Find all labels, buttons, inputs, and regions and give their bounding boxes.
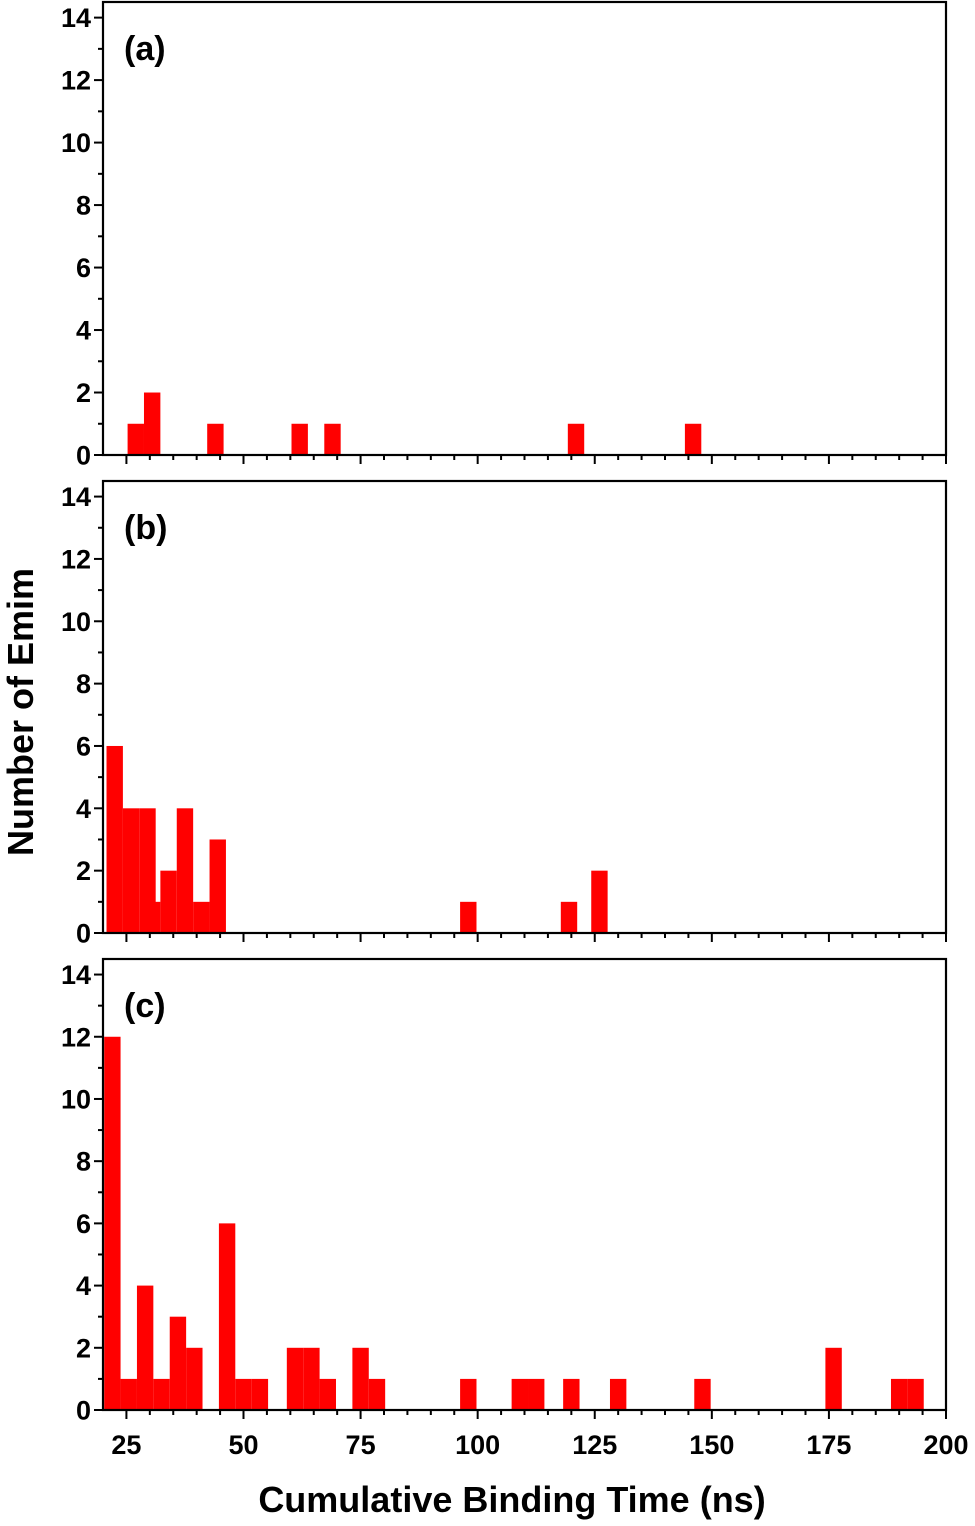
y-tick-label: 14 xyxy=(61,482,91,512)
histogram-bar xyxy=(153,1378,170,1410)
y-tick-label: 2 xyxy=(76,378,91,408)
histogram-bar xyxy=(136,1285,154,1410)
histogram-bar xyxy=(106,745,123,933)
y-tick-label: 2 xyxy=(76,1333,91,1363)
y-tick-label: 0 xyxy=(76,919,91,949)
histogram-bar xyxy=(127,423,144,455)
x-axis-title: Cumulative Binding Time (ns) xyxy=(258,1479,765,1520)
histogram-bar xyxy=(560,901,578,933)
histogram-bar xyxy=(207,423,224,455)
panel-1: 0 2 4 6 8 10 12 14 (a) xyxy=(61,0,948,471)
panel-label: (c) xyxy=(124,987,166,1025)
plot-frame xyxy=(101,479,948,935)
histogram-bar xyxy=(160,870,177,933)
y-tick-label: 10 xyxy=(61,1084,91,1114)
x-tick-label: 200 xyxy=(923,1430,968,1460)
histogram-bar xyxy=(368,1378,386,1410)
y-tick-label: 0 xyxy=(76,441,91,471)
histogram-bar xyxy=(684,423,702,455)
y-tick-label: 14 xyxy=(61,960,91,990)
panel-2: 0 2 4 6 8 10 12 14 (b) xyxy=(61,479,948,949)
panel-label: (a) xyxy=(124,30,166,68)
histogram-bar xyxy=(122,808,140,933)
histogram-bar xyxy=(235,1378,252,1410)
histogram-bar xyxy=(169,1316,187,1410)
y-tick-label: 12 xyxy=(61,544,91,574)
y-tick-label: 2 xyxy=(76,856,91,886)
histogram-bar xyxy=(352,1347,369,1410)
y-tick-label: 0 xyxy=(76,1396,91,1426)
y-tick-label: 4 xyxy=(76,316,91,346)
histogram-bar xyxy=(251,1378,269,1410)
histogram-bar xyxy=(139,808,156,933)
histogram-bar xyxy=(511,1378,529,1410)
y-axis-title: Number of Emim xyxy=(0,568,41,856)
histogram-bar xyxy=(694,1378,711,1410)
panel-label: (b) xyxy=(124,509,167,547)
panel-3: 0 2 4 6 8 10 12 14 (c) xyxy=(61,957,948,1426)
panels: 0 2 4 6 8 10 12 14 (a) 0 2 4 6 8 10 12 14 (b) 0 2 4 6 8 10 12 14 (… xyxy=(61,0,969,1460)
histogram-bar xyxy=(303,1347,320,1410)
histogram-bar xyxy=(563,1378,580,1410)
x-tick-label: 75 xyxy=(346,1430,376,1460)
x-tick-labels: 25 50 75 100 125 150 175 200 xyxy=(111,1430,968,1460)
y-tick-label: 12 xyxy=(61,1022,91,1052)
histogram-bar xyxy=(186,1347,203,1410)
y-tick-label: 4 xyxy=(76,794,91,824)
x-tick-label: 125 xyxy=(572,1430,617,1460)
histogram-bar xyxy=(143,901,161,933)
histogram-bar xyxy=(319,1378,336,1410)
histogram-bar xyxy=(528,1378,545,1410)
y-tick-label: 8 xyxy=(76,1147,91,1177)
histogram-bar xyxy=(291,423,308,455)
histogram-bar xyxy=(193,901,210,933)
y-tick-label: 6 xyxy=(76,1209,91,1239)
histogram-bar xyxy=(825,1347,842,1410)
histogram-bar xyxy=(460,1378,477,1410)
y-tick-label: 10 xyxy=(61,128,91,158)
x-tick-label: 175 xyxy=(806,1430,851,1460)
histogram-bar xyxy=(120,1378,137,1410)
x-tick-label: 150 xyxy=(689,1430,734,1460)
histogram-bar xyxy=(567,423,585,455)
y-tick-label: 8 xyxy=(76,191,91,221)
y-tick-label: 6 xyxy=(76,731,91,761)
plot-frame xyxy=(101,0,948,457)
histogram-bar xyxy=(143,392,161,455)
histogram-bar xyxy=(176,808,194,933)
histogram-bar xyxy=(907,1378,924,1410)
histogram-bar xyxy=(591,870,608,933)
histogram-bar xyxy=(218,1223,236,1410)
x-tick-label: 25 xyxy=(111,1430,141,1460)
y-tick-label: 12 xyxy=(61,66,91,96)
histogram-bar xyxy=(104,1036,121,1410)
y-tick-label: 14 xyxy=(61,3,91,33)
histogram-bar xyxy=(324,423,341,455)
y-tick-label: 10 xyxy=(61,607,91,637)
histogram-bar xyxy=(286,1347,304,1410)
histogram-bar xyxy=(209,839,226,933)
x-tick-label: 50 xyxy=(228,1430,258,1460)
y-tick-label: 4 xyxy=(76,1271,91,1301)
histogram-bar xyxy=(890,1378,908,1410)
x-tick-label: 100 xyxy=(455,1430,500,1460)
histogram-bar xyxy=(460,901,477,933)
y-tick-label: 6 xyxy=(76,253,91,283)
histogram-bar xyxy=(609,1378,627,1410)
y-tick-label: 8 xyxy=(76,669,91,699)
